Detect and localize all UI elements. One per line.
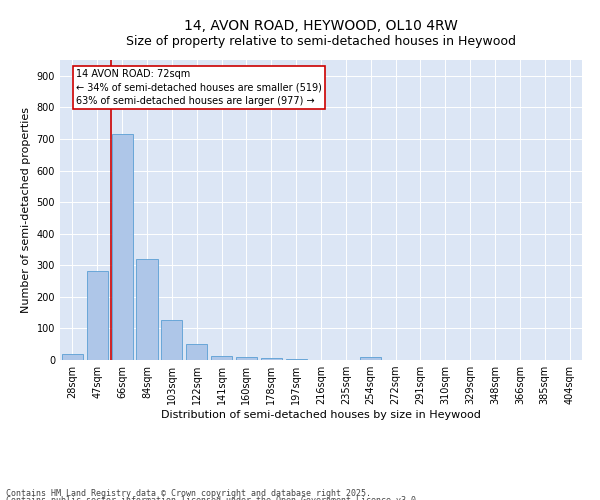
Text: Size of property relative to semi-detached houses in Heywood: Size of property relative to semi-detach… [126,34,516,48]
Text: Contains public sector information licensed under the Open Government Licence v3: Contains public sector information licen… [6,496,421,500]
Bar [112,134,133,360]
X-axis label: Distribution of semi-detached houses by size in Heywood: Distribution of semi-detached houses by … [161,410,481,420]
Bar [62,354,83,360]
Y-axis label: Number of semi-detached properties: Number of semi-detached properties [21,107,31,313]
Bar [186,344,207,360]
Bar [360,358,381,360]
Bar [136,259,158,360]
Bar [211,356,232,360]
Bar [236,356,257,360]
Bar [261,358,282,360]
Bar [161,320,182,360]
Text: 14 AVON ROAD: 72sqm
← 34% of semi-detached houses are smaller (519)
63% of semi-: 14 AVON ROAD: 72sqm ← 34% of semi-detach… [76,70,322,106]
Text: 14, AVON ROAD, HEYWOOD, OL10 4RW: 14, AVON ROAD, HEYWOOD, OL10 4RW [184,18,458,32]
Bar [87,270,108,360]
Text: Contains HM Land Registry data © Crown copyright and database right 2025.: Contains HM Land Registry data © Crown c… [6,488,371,498]
